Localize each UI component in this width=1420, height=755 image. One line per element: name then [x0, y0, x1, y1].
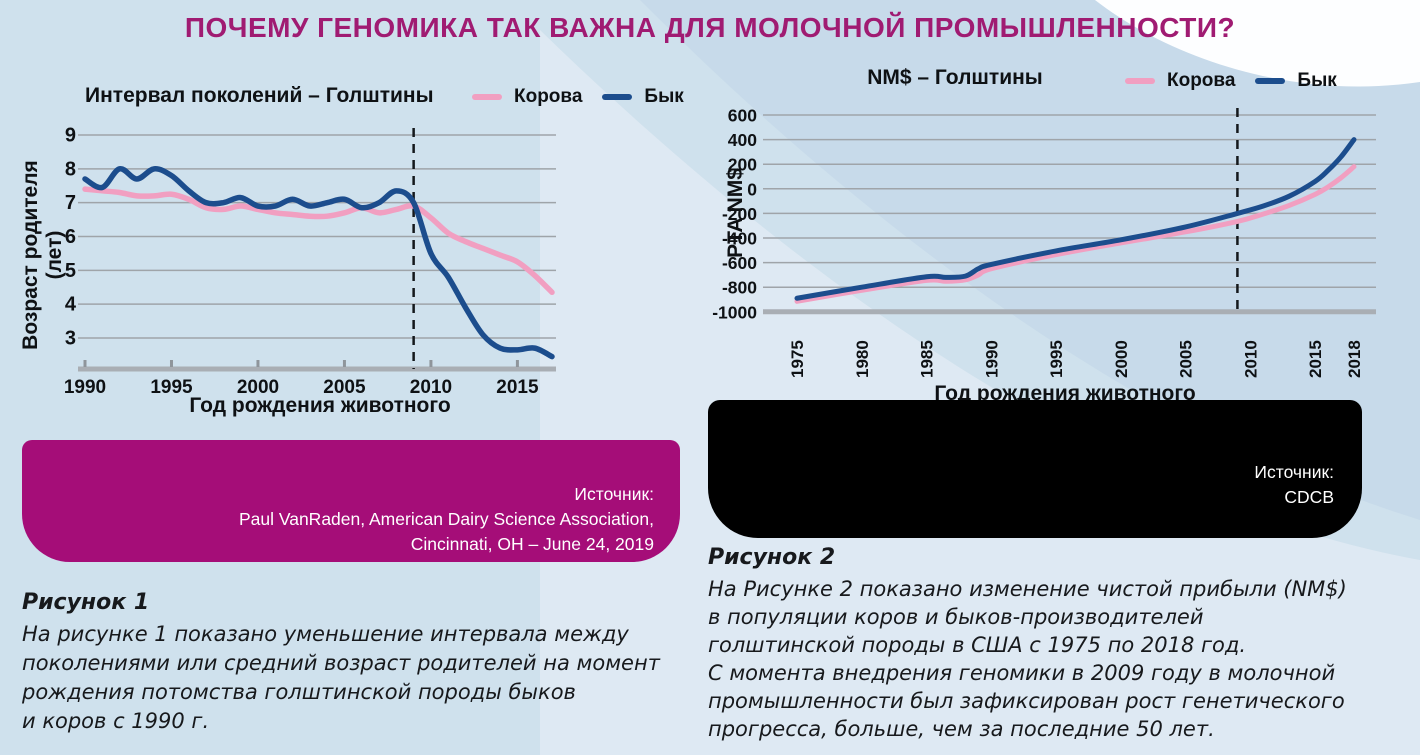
svg-text:2015: 2015: [496, 377, 539, 398]
svg-text:5: 5: [65, 260, 76, 282]
svg-text:4: 4: [65, 294, 77, 316]
chart2-title: NM$ – Голштины: [867, 66, 1043, 89]
generation-interval-chart: 9 8 7 6 5 4 3 1990 1995 2000 2005 2010 2015: [64, 125, 556, 398]
svg-text:3: 3: [65, 327, 76, 349]
svg-text:1975: 1975: [788, 340, 807, 378]
svg-text:-1000: -1000: [712, 302, 757, 322]
cow-legend-swatch: [1125, 78, 1155, 84]
svg-text:2005: 2005: [323, 377, 366, 398]
bull-legend-label: Бык: [644, 86, 684, 107]
cow-legend-label: Корова: [1167, 70, 1236, 91]
cow-legend-label: Корова: [514, 86, 583, 107]
svg-text:2000: 2000: [237, 377, 279, 398]
chart1-title: Интервал поколений – Голштины: [85, 84, 434, 107]
svg-text:1995: 1995: [1047, 340, 1066, 378]
svg-text:2015: 2015: [1306, 340, 1325, 378]
chart1-legend: Корова Бык: [472, 86, 684, 108]
bull-legend-label: Бык: [1297, 70, 1337, 91]
svg-text:-200: -200: [722, 204, 757, 224]
figure2-heading: Рисунок 2: [708, 545, 836, 570]
svg-text:-400: -400: [722, 229, 757, 249]
svg-text:2005: 2005: [1177, 340, 1196, 378]
svg-text:9: 9: [65, 125, 76, 147]
svg-text:2010: 2010: [1241, 340, 1260, 378]
figure1-caption: На рисунке 1 показано уменьшение интерва…: [22, 622, 660, 733]
svg-text:2010: 2010: [410, 377, 452, 398]
cow-legend-swatch: [472, 94, 502, 100]
svg-text:600: 600: [728, 106, 757, 126]
figure1-source-box: Источник: Paul VanRaden, American Dairy …: [22, 440, 680, 562]
series-line-bull: [82, 166, 555, 360]
svg-text:200: 200: [728, 155, 757, 175]
svg-text:6: 6: [65, 226, 76, 248]
svg-text:7: 7: [65, 192, 76, 214]
svg-text:0: 0: [747, 179, 757, 199]
series-line-cow: [794, 164, 1357, 304]
figure1-heading: Рисунок 1: [22, 590, 150, 615]
bull-legend-swatch: [1255, 78, 1286, 84]
svg-text:-600: -600: [722, 253, 757, 273]
svg-text:-800: -800: [722, 278, 757, 298]
chart2-x-axis-title: Год рождения животного: [934, 382, 1196, 405]
svg-text:1985: 1985: [918, 340, 937, 378]
svg-text:1980: 1980: [853, 340, 872, 378]
svg-text:400: 400: [728, 130, 757, 150]
chart2-legend: Корова Бык: [1125, 70, 1337, 92]
svg-text:1995: 1995: [150, 377, 193, 398]
chart1-x-axis-title: Год рождения животного: [189, 394, 451, 417]
svg-text:8: 8: [65, 158, 76, 180]
figure2-caption: На Рисунке 2 показано изменение чистой п…: [708, 577, 1347, 741]
series-line-cow: [82, 186, 555, 296]
series-line-bull: [794, 137, 1357, 301]
svg-text:1990: 1990: [982, 340, 1001, 378]
page-title: ПОЧЕМУ ГЕНОМИКА ТАК ВАЖНА ДЛЯ МОЛОЧНОЙ П…: [184, 12, 1236, 43]
bull-legend-swatch: [602, 94, 633, 100]
svg-text:2018: 2018: [1345, 340, 1364, 378]
svg-text:1990: 1990: [64, 377, 106, 398]
figure2-source-box: Источник: CDCB: [708, 400, 1362, 538]
svg-text:2000: 2000: [1112, 340, 1131, 378]
